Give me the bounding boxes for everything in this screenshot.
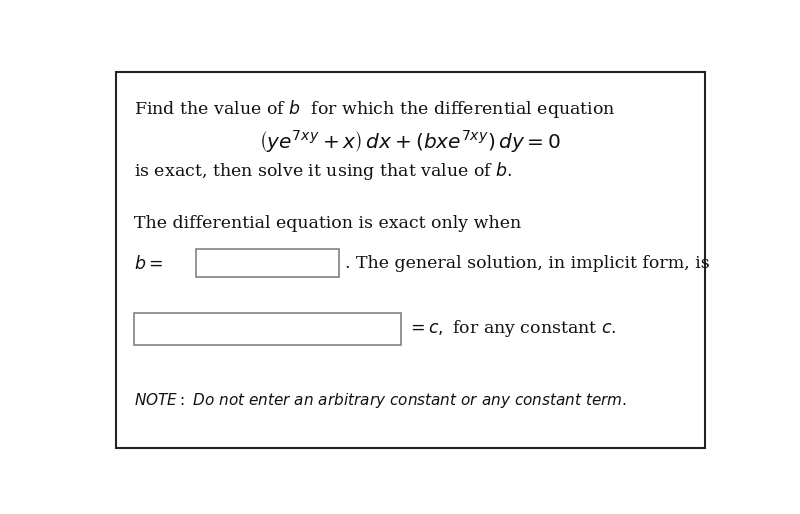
FancyBboxPatch shape [115, 71, 705, 448]
Text: $= c,$ for any constant $c.$: $= c,$ for any constant $c.$ [407, 318, 616, 339]
Text: $\left(ye^{7xy} + x\right) \, dx + \left(bxe^{7xy}\right) \, dy = 0$: $\left(ye^{7xy} + x\right) \, dx + \left… [259, 128, 561, 154]
Text: . The general solution, in implicit form, is: . The general solution, in implicit form… [345, 255, 710, 272]
Text: Find the value of $b$  for which the differential equation: Find the value of $b$ for which the diff… [134, 98, 616, 120]
Text: $\mathit{NOTE{:}\ Do\ not\ enter\ an\ arbitrary\ constant\ or\ any\ constant\ te: $\mathit{NOTE{:}\ Do\ not\ enter\ an\ ar… [134, 391, 627, 410]
FancyBboxPatch shape [134, 313, 401, 345]
FancyBboxPatch shape [196, 249, 338, 278]
Text: is exact, then solve it using that value of $b.$: is exact, then solve it using that value… [134, 159, 513, 181]
Text: The differential equation is exact only when: The differential equation is exact only … [134, 215, 522, 232]
Text: $b =$: $b =$ [134, 254, 163, 272]
